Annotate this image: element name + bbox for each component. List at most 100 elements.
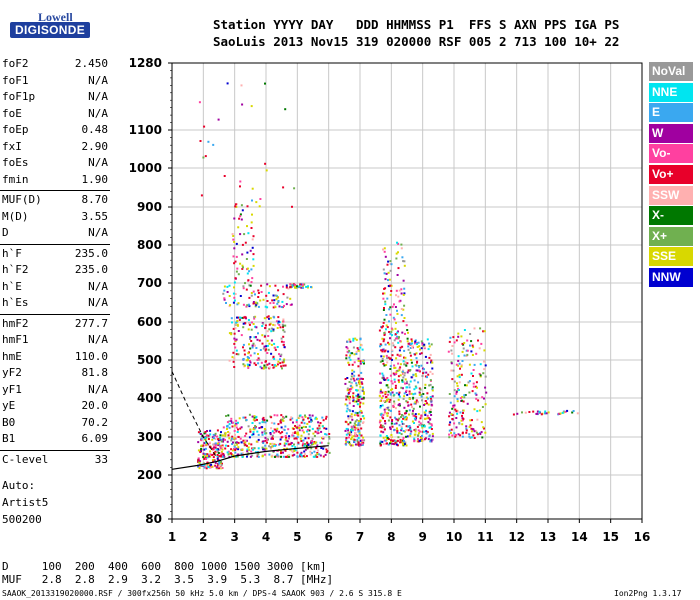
trace-point bbox=[431, 361, 434, 364]
trace-point bbox=[470, 350, 473, 353]
trace-point bbox=[429, 396, 432, 398]
trace-point bbox=[264, 453, 267, 456]
trace-point bbox=[282, 335, 285, 338]
trace-point bbox=[251, 422, 254, 424]
trace-point bbox=[242, 322, 245, 325]
trace-point bbox=[400, 420, 403, 423]
trace-point bbox=[426, 338, 429, 341]
trace-point bbox=[273, 324, 276, 327]
trace-point bbox=[394, 306, 397, 308]
trace-point bbox=[253, 317, 256, 320]
trace-point bbox=[358, 378, 361, 380]
trace-point bbox=[276, 302, 279, 305]
trace-point bbox=[396, 337, 398, 340]
trace-point bbox=[396, 430, 399, 432]
trace-point bbox=[248, 296, 251, 299]
trace-point bbox=[387, 398, 390, 401]
trace-point bbox=[355, 350, 358, 353]
trace-point bbox=[202, 156, 205, 159]
trace-point bbox=[204, 456, 207, 459]
trace-point bbox=[463, 329, 466, 331]
param-value: 70.2 bbox=[81, 415, 109, 429]
trace-point bbox=[359, 385, 362, 388]
trace-point bbox=[348, 431, 351, 434]
trace-point bbox=[319, 441, 322, 444]
trace-point bbox=[419, 348, 421, 351]
trace-point bbox=[423, 346, 426, 349]
trace-point bbox=[406, 416, 408, 419]
trace-point bbox=[311, 437, 314, 440]
trace-point bbox=[406, 371, 409, 374]
trace-point bbox=[429, 353, 432, 356]
trace-point bbox=[324, 433, 327, 436]
trace-point bbox=[233, 444, 236, 447]
trace-point bbox=[309, 445, 312, 448]
trace-point bbox=[230, 437, 233, 440]
trace-point bbox=[379, 400, 382, 402]
trace-point bbox=[357, 420, 360, 422]
param-row: hmF1 N/A bbox=[2, 333, 108, 347]
param-value: 8.70 bbox=[81, 193, 109, 206]
trace-point bbox=[393, 380, 396, 383]
trace-point bbox=[463, 354, 466, 357]
trace-point bbox=[468, 433, 471, 436]
legend-item-ssw: SSW bbox=[649, 185, 693, 205]
trace-point bbox=[234, 339, 237, 342]
trace-point bbox=[480, 431, 483, 434]
trace-point bbox=[384, 343, 387, 346]
trace-point bbox=[390, 263, 393, 266]
trace-point bbox=[268, 328, 271, 331]
trace-point bbox=[245, 305, 248, 308]
trace-point bbox=[397, 418, 400, 421]
trace-point bbox=[267, 315, 270, 318]
trace-point bbox=[262, 448, 265, 451]
trace-point bbox=[291, 205, 293, 208]
trace-point bbox=[257, 353, 259, 355]
trace-point bbox=[419, 422, 422, 425]
trace-point bbox=[276, 363, 279, 366]
fitted-profile-line bbox=[171, 445, 329, 470]
param-value: 277.7 bbox=[74, 316, 108, 330]
trace-point bbox=[313, 450, 316, 453]
trace-point bbox=[233, 337, 236, 340]
trace-point bbox=[244, 241, 247, 244]
trace-point bbox=[428, 384, 431, 387]
trace-point bbox=[410, 376, 413, 379]
param-name: MUF(D) bbox=[2, 193, 42, 206]
trace-point bbox=[214, 432, 217, 435]
trace-point bbox=[293, 187, 296, 190]
trace-point bbox=[389, 284, 392, 287]
trace-point bbox=[358, 432, 361, 435]
trace-point bbox=[348, 441, 351, 444]
trace-point bbox=[358, 380, 361, 382]
trace-point bbox=[235, 242, 238, 245]
trace-point bbox=[401, 441, 404, 444]
trace-point bbox=[292, 434, 295, 437]
trace-point bbox=[256, 302, 259, 305]
trace-point bbox=[385, 364, 388, 366]
trace-point bbox=[413, 440, 416, 443]
param-name: h`Es bbox=[2, 296, 29, 309]
trace-point bbox=[448, 429, 451, 432]
trace-point bbox=[425, 430, 428, 433]
trace-point bbox=[405, 410, 408, 413]
trace-point bbox=[484, 375, 487, 378]
param-name: foF2 bbox=[2, 57, 29, 70]
trace-point bbox=[474, 392, 477, 395]
trace-point bbox=[285, 286, 288, 289]
trace-point bbox=[483, 397, 485, 400]
trace-point bbox=[216, 464, 219, 467]
param-row: fmin 1.90 bbox=[2, 173, 108, 187]
trace-point bbox=[248, 364, 251, 367]
trace-point bbox=[260, 284, 263, 287]
trace-point bbox=[300, 434, 303, 437]
trace-point bbox=[425, 409, 427, 412]
trace-point bbox=[282, 364, 285, 367]
trace-point bbox=[399, 441, 402, 444]
param-name: yE bbox=[2, 399, 16, 412]
trace-point bbox=[274, 284, 277, 287]
trace-point bbox=[249, 354, 252, 357]
trace-point bbox=[379, 360, 382, 363]
trace-point bbox=[449, 421, 452, 424]
trace-point bbox=[387, 341, 390, 344]
